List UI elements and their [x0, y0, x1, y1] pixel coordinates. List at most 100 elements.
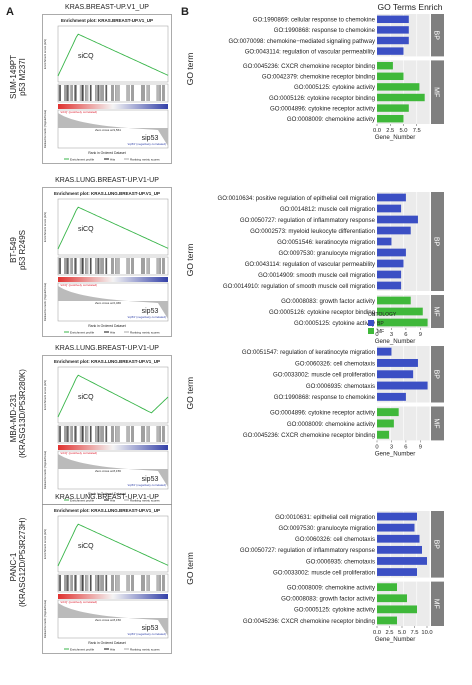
- hits-band: [57, 256, 169, 276]
- rank-gradient: [58, 277, 168, 282]
- go-term-label: GO:0005126: cytokine receptor binding: [269, 95, 375, 102]
- go-chart-title: GO Terms Enrich: [377, 2, 443, 12]
- go-term-label: GO:0008083: growth factor activity: [281, 596, 376, 603]
- facet-strip: [431, 581, 444, 626]
- zero-cross-label: Zero cross at 6,466: [95, 301, 121, 305]
- go-term-label: GO:0006935: chemotaxis: [306, 558, 375, 565]
- go-term-label: GO:0050727: regulation of inflammatory r…: [240, 547, 376, 554]
- go-bar: [377, 61, 393, 70]
- x-tick-label: 2.5: [385, 630, 393, 636]
- go-bar: [377, 512, 417, 521]
- go-bar: [377, 270, 402, 279]
- go-bar: [377, 93, 425, 102]
- rank-xlabel: Rank in Ordered Dataset: [88, 641, 126, 645]
- go-bar: [377, 568, 417, 576]
- sip53-label: sip53: [142, 135, 159, 142]
- go-bar: [377, 605, 417, 614]
- go-term-label: GO:0097530: granulocyte migration: [278, 525, 375, 532]
- go-ylabel: GO term: [185, 244, 195, 277]
- go-term-label: GO:0004896: cytokine receptor activity: [270, 409, 376, 416]
- go-term-label: GO:0043114: regulation of vascular perme…: [245, 261, 376, 268]
- go-term-label: GO:0005125: cytokine activity: [294, 320, 376, 327]
- ontology-legend-label: BP: [377, 321, 384, 327]
- ontology-swatch: [368, 320, 374, 326]
- zero-cross-label: Zero cross at 8,150: [95, 618, 121, 622]
- rank-gradient: [58, 594, 168, 599]
- go-term-label: GO:1990868: response to chemokine: [274, 394, 376, 401]
- go-bar: [377, 114, 404, 123]
- go-term-label: GO:0006935: chemotaxis: [306, 383, 375, 390]
- go-bar: [377, 370, 414, 379]
- go-term-label: GO:0014909: smooth muscle cell migration: [258, 272, 375, 279]
- enrichment-curve: [57, 374, 169, 418]
- go-term-label: GO:0002573: myeloid leukocyte differenti…: [250, 228, 375, 235]
- ontology-swatch: [368, 328, 374, 334]
- x-tick-label: 5.0: [399, 128, 407, 134]
- es-ylabel: Enrichment score (ES): [43, 380, 47, 410]
- facet-strip: [431, 60, 444, 124]
- rank-ylabel: Ranked list metric (Signal2Noise): [43, 283, 47, 321]
- panel-label-b: B: [181, 6, 189, 18]
- gsea-inner-title: Enrichment plot: KRAS.BREAST-UP.V1_UP: [61, 18, 153, 23]
- go-bar: [377, 72, 404, 81]
- zero-cross-label: Zero cross at 8,156: [95, 469, 121, 473]
- es-axes: [57, 366, 169, 424]
- go-term-label: GO:0033002: muscle cell proliferation: [273, 569, 375, 576]
- go-xlabel: Gene_Number: [375, 134, 416, 141]
- gsea-title: KRAS.BREAST-UP.V1_UP: [65, 4, 149, 11]
- legend-label: Hits: [110, 331, 116, 335]
- go-term-label: GO:0014910: regulation of smooth muscle …: [223, 283, 375, 290]
- x-tick-label: 0.0: [373, 128, 381, 134]
- gsea-plot: Enrichment plot: KRAS.BREAST-UP.V1_UP Enr…: [42, 14, 172, 164]
- facet-strip-label: MF: [433, 306, 440, 316]
- go-bar: [377, 36, 409, 45]
- legend-label: Enrichment profile: [70, 499, 95, 503]
- go-term-label: GO:0045236: CXCR chemokine receptor bind…: [243, 63, 375, 70]
- x-tick-label: 9: [419, 332, 422, 338]
- facet-strip-label: MF: [433, 87, 440, 97]
- go-term-label: GO:0060326: cell chemotaxis: [295, 536, 375, 543]
- go-bar: [377, 259, 404, 268]
- x-tick-label: 2.5: [386, 128, 394, 134]
- rank-gradient: [58, 104, 168, 109]
- gsea-inner-title: Enrichment plot: KRAS.LUNG.BREAST-UP.V1_…: [54, 508, 160, 513]
- legend-label: Ranking metric scores: [130, 331, 160, 335]
- go-term-label: GO:0008009: chemokine activity: [287, 584, 376, 591]
- legend-label: Hits: [110, 648, 116, 652]
- sicq-label: siCQ: [78, 394, 94, 401]
- es-axes: [57, 25, 169, 83]
- ontology-legend-title: ONTOLOGY: [368, 312, 397, 318]
- go-term-label: GO:0005126: cytokine receptor binding: [269, 309, 375, 316]
- neg-correlated-label: 'sip53' (negatively correlated): [127, 483, 166, 487]
- go-bar: [377, 381, 428, 390]
- sip53-label: sip53: [142, 308, 159, 315]
- go-bar: [377, 47, 404, 55]
- go-term-label: GO:0097530: granulocyte migration: [278, 250, 375, 257]
- go-bar: [377, 15, 409, 24]
- go-term-label: GO:0045236: CXCR chemokine receptor bind…: [243, 432, 375, 439]
- pos-correlated-label: 'siCQ' (positively correlated): [60, 600, 97, 604]
- gsea-title: KRAS.LUNG.BREAST-UP.V1-UP: [55, 177, 159, 184]
- facet-strip: [431, 295, 444, 328]
- go-bar: [377, 296, 411, 305]
- go-term-label: GO:0008083: growth factor activity: [281, 298, 376, 305]
- go-term-label: GO:1990868: response to chemokine: [274, 27, 376, 34]
- x-tick-label: 5.0: [398, 630, 406, 636]
- x-tick-label: 0.0: [373, 630, 381, 636]
- go-bar: [377, 523, 415, 532]
- go-bar: [377, 237, 392, 246]
- gsea-inner-title: Enrichment plot: KRAS.LUNG.BREAST-UP.V1_…: [54, 359, 160, 364]
- go-term-label: GO:1990869: cellular response to chemoki…: [253, 17, 376, 24]
- go-bar: [377, 83, 420, 91]
- facet-strip-label: BP: [433, 540, 440, 550]
- go-bar: [377, 307, 423, 316]
- neg-correlated-label: 'sip53' (negatively correlated): [127, 142, 166, 146]
- go-term-label: GO:0051547: regulation of keratinocyte m…: [242, 349, 375, 356]
- go-bar: [377, 392, 406, 401]
- go-term-label: GO:0042379: chemokine receptor binding: [262, 74, 375, 81]
- legend-label: Ranking metric scores: [130, 499, 160, 503]
- gsea-title: KRAS.LUNG.BREAST-UP.V1-UP: [55, 494, 159, 501]
- go-bar: [377, 583, 397, 592]
- zero-cross-label: Zero cross at 9,561: [95, 128, 121, 132]
